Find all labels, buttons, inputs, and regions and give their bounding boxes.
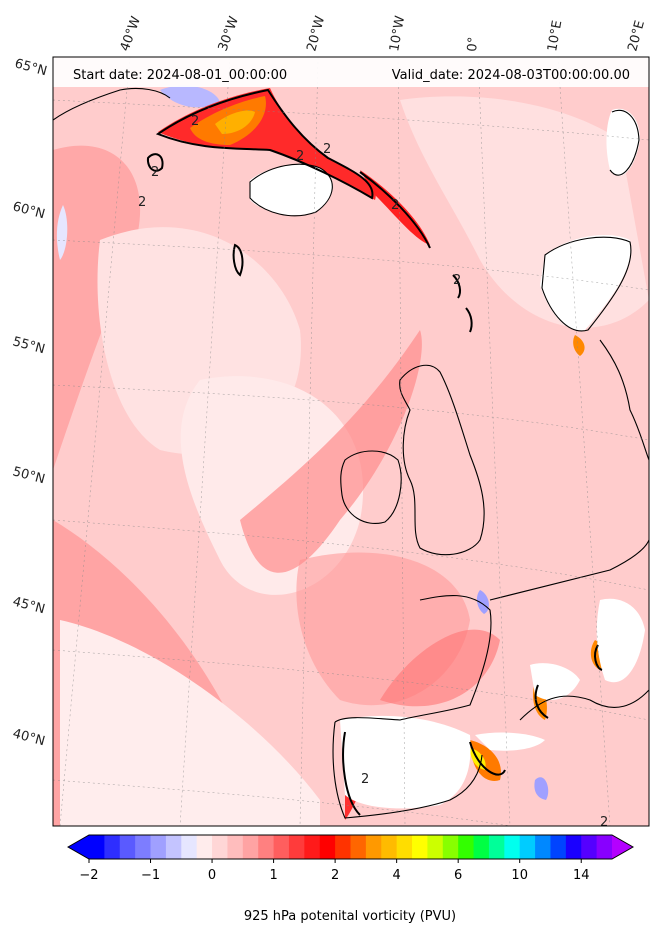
colorbar-bin bbox=[442, 835, 459, 859]
colorbar-bin bbox=[565, 835, 582, 859]
colorbar-bin bbox=[519, 835, 536, 859]
lat-label: 60°N bbox=[11, 199, 47, 222]
colorbar-bin bbox=[196, 835, 213, 859]
lon-label: 30°W bbox=[216, 14, 242, 53]
colorbar-bin bbox=[458, 835, 475, 859]
colorbar-bin bbox=[535, 835, 551, 859]
colorbar-tick-label: −1 bbox=[141, 868, 160, 883]
contour-label: 2 bbox=[138, 195, 146, 210]
contour-label: 2 bbox=[191, 114, 199, 129]
valid-date-label: Valid_date: 2024-08-03T00:00:00.00 bbox=[392, 68, 630, 83]
contour-label: 2 bbox=[453, 273, 461, 288]
iceland-mask bbox=[250, 164, 333, 216]
colorbar-bin bbox=[335, 835, 351, 859]
lon-label: 10°E bbox=[545, 19, 565, 52]
colorbar-bin bbox=[242, 835, 259, 859]
map-frame bbox=[52, 56, 650, 827]
colorbar-tick-label: 1 bbox=[269, 868, 277, 883]
lon-label: 10°W bbox=[387, 15, 408, 53]
contour-label: 2 bbox=[323, 142, 331, 157]
colorbar-tick-label: −2 bbox=[79, 868, 98, 883]
scandinavia-north-mask bbox=[606, 108, 640, 176]
colorbar-bin bbox=[288, 835, 305, 859]
colorbar-bin bbox=[412, 835, 428, 859]
colorbar-bin bbox=[227, 835, 244, 859]
colorbar-label: 925 hPa potenital vorticity (PVU) bbox=[244, 909, 456, 924]
colorbar-tick-label: 0 bbox=[208, 868, 216, 883]
contour-label: 2 bbox=[600, 815, 608, 830]
map-panel: 2 2 2 2 2 2 2 2 2 bbox=[53, 57, 649, 830]
lon-label: 40°W bbox=[118, 14, 144, 53]
colorbar-bin bbox=[165, 835, 182, 859]
colorbar-bin bbox=[396, 835, 413, 859]
colorbar-bin bbox=[181, 835, 198, 859]
colorbar-bin bbox=[119, 835, 136, 859]
colorbar-outline bbox=[66, 834, 635, 860]
lon-label: 0° bbox=[465, 36, 481, 52]
colorbar-bin bbox=[504, 835, 521, 859]
colorbar-bin bbox=[473, 835, 490, 859]
contour-label: 2 bbox=[296, 149, 304, 164]
iberia-east-mask bbox=[475, 732, 545, 751]
colorbar-bin bbox=[488, 835, 505, 859]
pv-field-shading bbox=[53, 85, 649, 826]
lat-label: 65°N bbox=[13, 56, 49, 79]
colorbar-bin bbox=[273, 835, 290, 859]
lat-label: 55°N bbox=[11, 334, 47, 357]
colorbar-bin bbox=[304, 835, 321, 859]
colorbar-ticks: −2 −1 0 1 2 4 6 10 14 bbox=[79, 859, 590, 883]
norway-mask bbox=[540, 235, 631, 331]
alps-mask bbox=[530, 663, 580, 700]
colorbar-bin bbox=[596, 835, 613, 859]
colorbar-bin bbox=[350, 835, 367, 859]
colorbar-bin bbox=[381, 835, 398, 859]
lat-label: 45°N bbox=[11, 594, 47, 617]
pv-2-contours bbox=[146, 88, 603, 816]
colorbar-bin bbox=[365, 835, 382, 859]
colorbar-bin bbox=[212, 835, 228, 859]
longitude-labels: 40°W 30°W 20°W 10°W 0° 10°E 20°E bbox=[118, 14, 648, 53]
colorbar-overflow-triangle bbox=[612, 835, 633, 859]
latitude-labels: 65°N 60°N 55°N 50°N 45°N 40°N bbox=[11, 56, 49, 749]
colorbar-tick-label: 4 bbox=[393, 868, 401, 883]
colorbar-bins bbox=[89, 835, 613, 859]
colorbar-bin bbox=[89, 835, 105, 859]
colorbar-underflow-triangle bbox=[68, 835, 89, 859]
colorbar-bin bbox=[135, 835, 152, 859]
contour-label: 2 bbox=[391, 198, 399, 213]
iberia-mask bbox=[340, 715, 471, 809]
contour-label: 2 bbox=[361, 772, 369, 787]
colorbar-bin bbox=[258, 835, 275, 859]
header-box bbox=[53, 57, 649, 87]
colorbar-tick-label: 2 bbox=[331, 868, 339, 883]
lat-label: 40°N bbox=[11, 726, 47, 749]
lon-label: 20°E bbox=[625, 19, 648, 53]
graticule bbox=[53, 57, 649, 826]
colorbar-bin bbox=[319, 835, 336, 859]
colorbar: −2 −1 0 1 2 4 6 10 14 bbox=[66, 834, 635, 883]
colorbar-tick-label: 10 bbox=[511, 868, 528, 883]
colorbar-tick-label: 6 bbox=[454, 868, 462, 883]
colorbar-bin bbox=[104, 835, 121, 859]
masked-land-areas bbox=[250, 108, 645, 809]
colorbar-bin bbox=[581, 835, 598, 859]
lat-label: 50°N bbox=[11, 464, 47, 487]
contour-labels: 2 2 2 2 2 2 2 2 2 bbox=[138, 114, 608, 830]
alps-east-mask bbox=[596, 598, 645, 683]
coastlines bbox=[53, 87, 649, 819]
colorbar-tick-label: 14 bbox=[573, 868, 590, 883]
lon-label: 20°W bbox=[304, 14, 328, 53]
contour-label: 2 bbox=[151, 165, 159, 180]
colorbar-bin bbox=[427, 835, 444, 859]
colorbar-bin bbox=[550, 835, 567, 859]
start-date-label: Start date: 2024-08-01_00:00:00 bbox=[73, 68, 287, 83]
colorbar-bin bbox=[150, 835, 167, 859]
